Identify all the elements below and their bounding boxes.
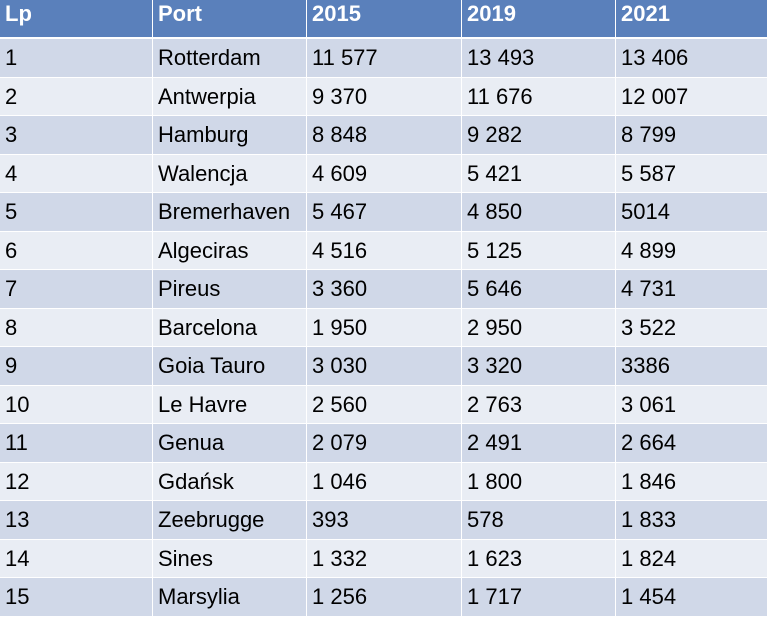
cell-port: Algeciras <box>153 231 307 270</box>
cell-2021: 4 731 <box>616 270 768 309</box>
cell-2021: 5 587 <box>616 154 768 193</box>
cell-port: Marsylia <box>153 578 307 617</box>
cell-2015: 3 030 <box>307 347 462 386</box>
cell-lp: 11 <box>0 424 153 463</box>
cell-2021: 3 061 <box>616 385 768 424</box>
header-2019: 2019 <box>462 0 616 39</box>
cell-port: Antwerpia <box>153 77 307 116</box>
cell-port: Rotterdam <box>153 39 307 78</box>
cell-2019: 13 493 <box>462 39 616 78</box>
cell-lp: 8 <box>0 308 153 347</box>
cell-2015: 1 046 <box>307 462 462 501</box>
cell-lp: 2 <box>0 77 153 116</box>
cell-lp: 10 <box>0 385 153 424</box>
cell-2019: 5 421 <box>462 154 616 193</box>
cell-2015: 11 577 <box>307 39 462 78</box>
cell-2019: 3 320 <box>462 347 616 386</box>
cell-2021: 5014 <box>616 193 768 232</box>
cell-port: Pireus <box>153 270 307 309</box>
cell-2021: 3 522 <box>616 308 768 347</box>
cell-2019: 578 <box>462 501 616 540</box>
cell-lp: 6 <box>0 231 153 270</box>
cell-lp: 13 <box>0 501 153 540</box>
cell-2019: 9 282 <box>462 116 616 155</box>
cell-lp: 15 <box>0 578 153 617</box>
cell-2021: 13 406 <box>616 39 768 78</box>
cell-lp: 1 <box>0 39 153 78</box>
cell-2021: 1 454 <box>616 578 768 617</box>
cell-2015: 9 370 <box>307 77 462 116</box>
cell-2021: 12 007 <box>616 77 768 116</box>
cell-lp: 7 <box>0 270 153 309</box>
cell-2015: 4 516 <box>307 231 462 270</box>
cell-2021: 4 899 <box>616 231 768 270</box>
cell-2021: 2 664 <box>616 424 768 463</box>
cell-2015: 3 360 <box>307 270 462 309</box>
header-port: Port <box>153 0 307 39</box>
cell-2021: 3386 <box>616 347 768 386</box>
cell-port: Hamburg <box>153 116 307 155</box>
cell-2019: 5 125 <box>462 231 616 270</box>
cell-2021: 1 846 <box>616 462 768 501</box>
cell-lp: 4 <box>0 154 153 193</box>
cell-port: Bremerhaven <box>153 193 307 232</box>
cell-2015: 1 332 <box>307 539 462 578</box>
cell-2015: 1 950 <box>307 308 462 347</box>
header-lp: Lp <box>0 0 153 39</box>
cell-lp: 14 <box>0 539 153 578</box>
cell-port: Sines <box>153 539 307 578</box>
cell-2015: 1 256 <box>307 578 462 617</box>
cell-port: Genua <box>153 424 307 463</box>
cell-2021: 1 833 <box>616 501 768 540</box>
cell-lp: 5 <box>0 193 153 232</box>
cell-2015: 393 <box>307 501 462 540</box>
cell-2019: 5 646 <box>462 270 616 309</box>
cell-port: Barcelona <box>153 308 307 347</box>
cell-2021: 1 824 <box>616 539 768 578</box>
header-2015: 2015 <box>307 0 462 39</box>
cell-2019: 4 850 <box>462 193 616 232</box>
cell-lp: 9 <box>0 347 153 386</box>
cell-2021: 8 799 <box>616 116 768 155</box>
header-2021: 2021 <box>616 0 768 39</box>
cell-2019: 1 623 <box>462 539 616 578</box>
cell-port: Le Havre <box>153 385 307 424</box>
cell-2019: 2 763 <box>462 385 616 424</box>
cell-port: Goia Tauro <box>153 347 307 386</box>
cell-port: Zeebrugge <box>153 501 307 540</box>
cell-2015: 8 848 <box>307 116 462 155</box>
cell-2019: 11 676 <box>462 77 616 116</box>
cell-2019: 2 491 <box>462 424 616 463</box>
cell-2019: 2 950 <box>462 308 616 347</box>
cell-2015: 5 467 <box>307 193 462 232</box>
cell-2019: 1 800 <box>462 462 616 501</box>
cell-2015: 4 609 <box>307 154 462 193</box>
cell-2015: 2 079 <box>307 424 462 463</box>
cell-2019: 1 717 <box>462 578 616 617</box>
cell-port: Walencja <box>153 154 307 193</box>
cell-lp: 12 <box>0 462 153 501</box>
cell-port: Gdańsk <box>153 462 307 501</box>
cell-2015: 2 560 <box>307 385 462 424</box>
cell-lp: 3 <box>0 116 153 155</box>
